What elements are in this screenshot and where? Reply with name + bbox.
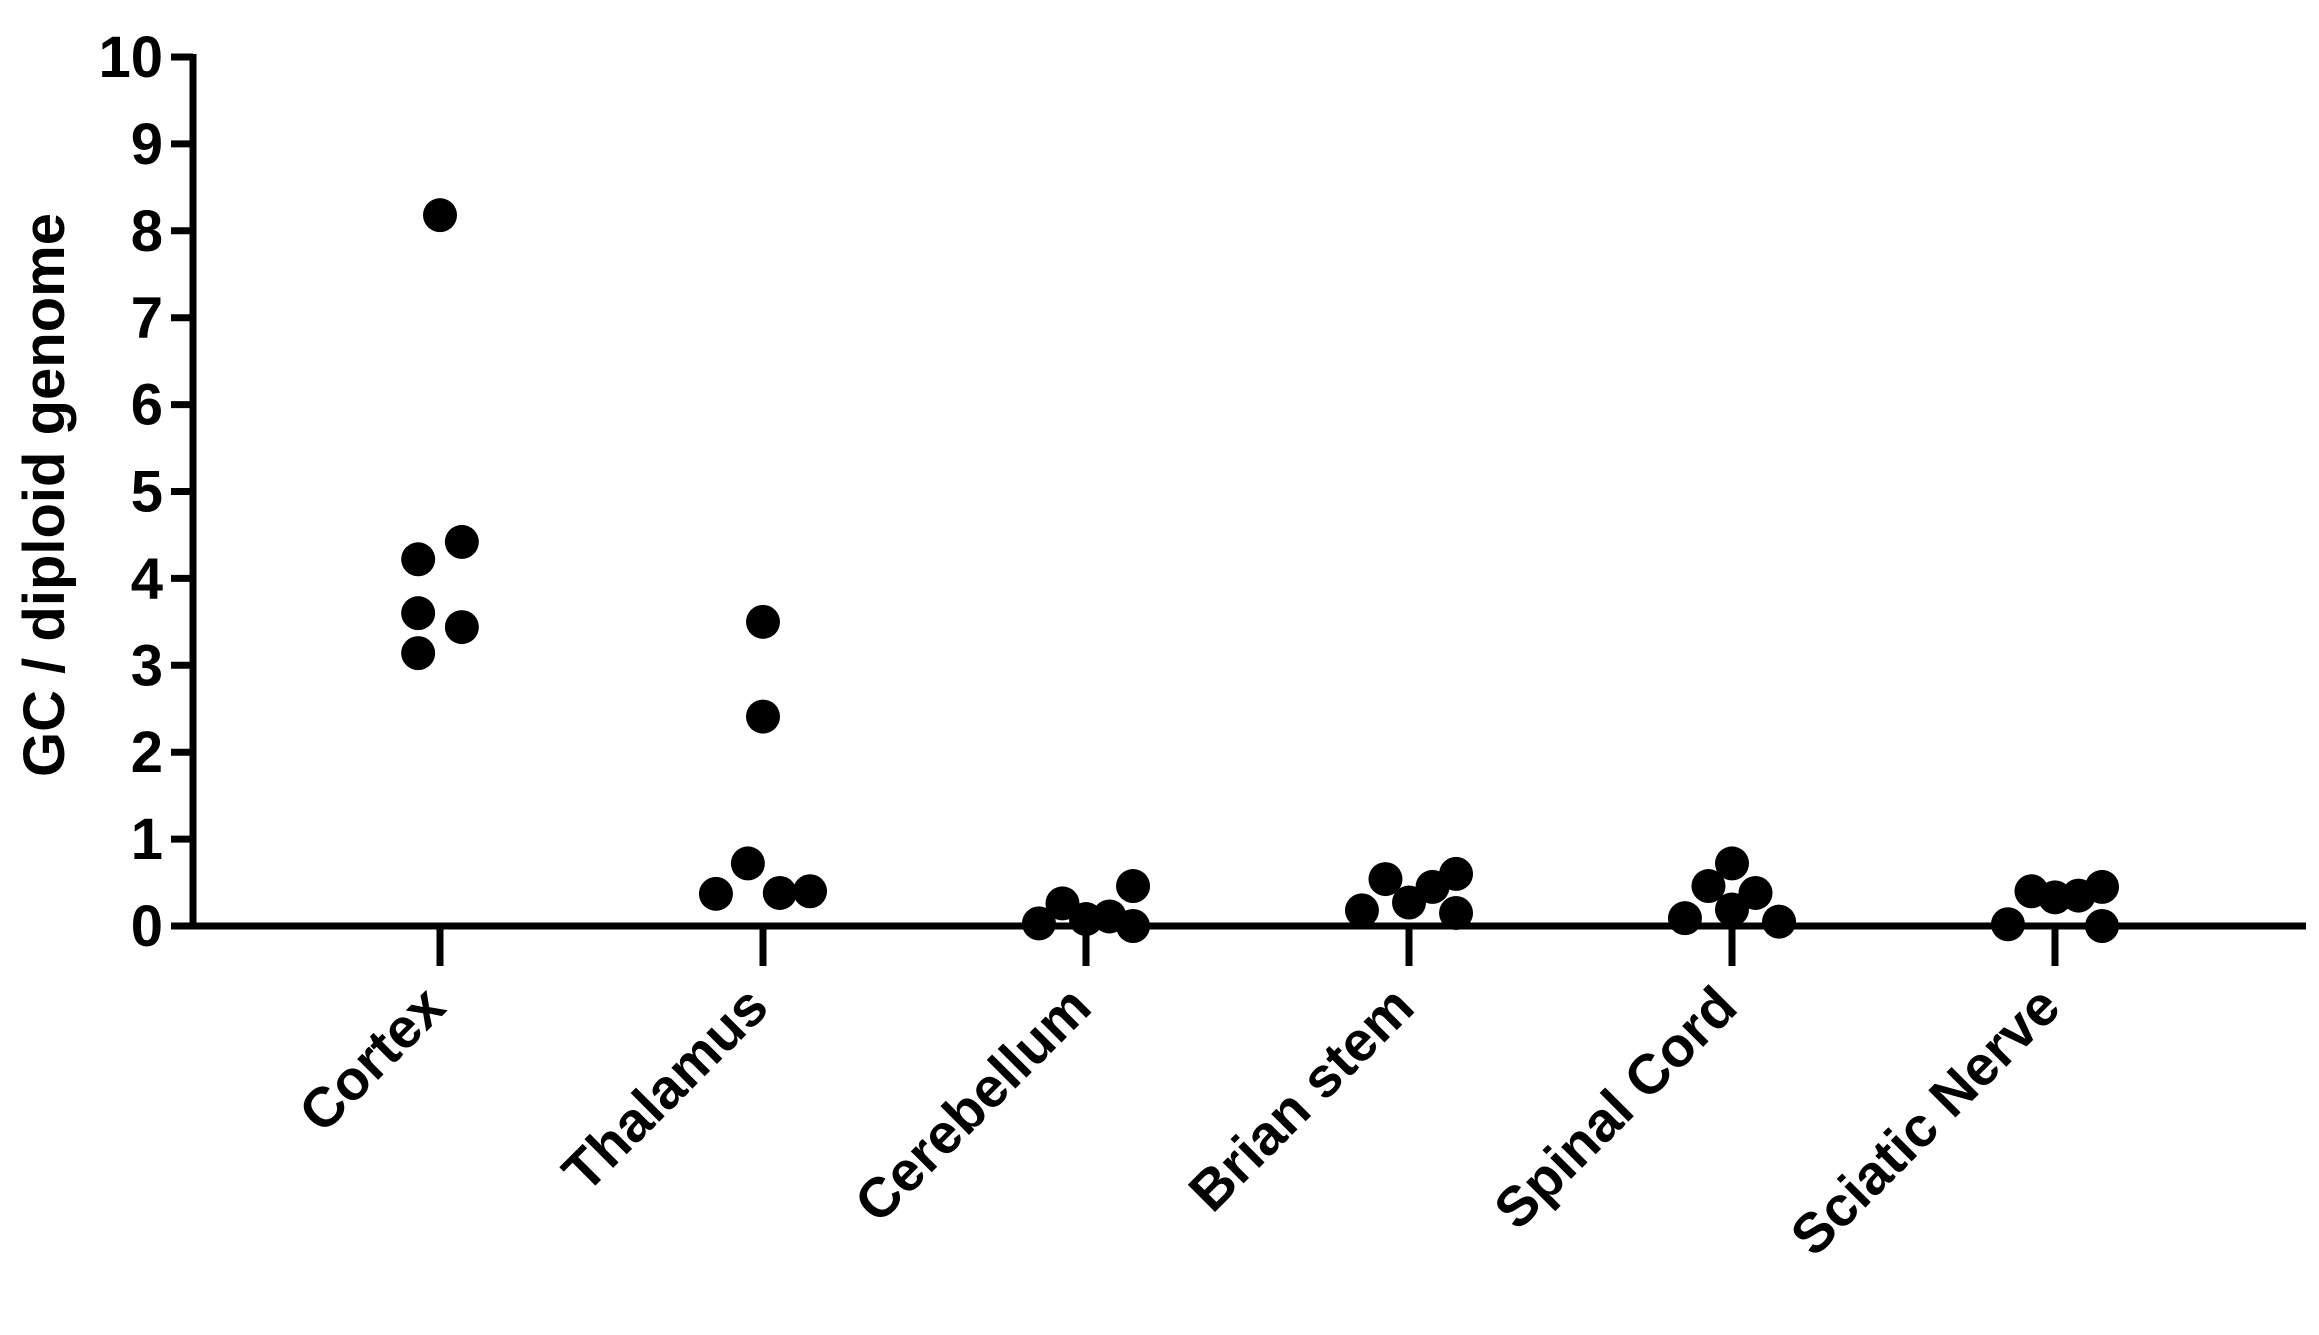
data-point bbox=[746, 699, 780, 734]
data-point bbox=[1762, 904, 1797, 939]
y-tick-label: 0 bbox=[131, 894, 163, 959]
data-point bbox=[401, 636, 436, 671]
y-axis-title-group: GC / diploid genome bbox=[12, 213, 77, 777]
y-tick-label: 1 bbox=[131, 807, 163, 872]
data-point bbox=[1990, 907, 2025, 942]
data-point bbox=[1116, 869, 1151, 904]
data-point bbox=[698, 876, 733, 911]
x-tick-label: Brian stem bbox=[1176, 974, 1425, 1223]
x-tick-label: Thalamus bbox=[550, 974, 779, 1203]
y-tick-label: 9 bbox=[131, 112, 163, 177]
axes bbox=[189, 54, 2306, 930]
x-tick-label: Sciatic Nerve bbox=[1778, 974, 2071, 1267]
data-point bbox=[401, 596, 436, 631]
data-point bbox=[762, 875, 797, 910]
data-point bbox=[746, 604, 780, 639]
y-tick-label: 4 bbox=[131, 546, 163, 611]
x-ticks: Cortex Thalamus Cerebellum Brian stem Spinal… bbox=[287, 926, 2071, 1267]
data-point bbox=[423, 198, 457, 233]
y-tick-label: 3 bbox=[131, 633, 163, 698]
data-point bbox=[401, 542, 436, 577]
y-tick-label: 2 bbox=[131, 720, 163, 785]
data-point bbox=[1738, 875, 1773, 910]
x-tick-label: Spinal Cord bbox=[1482, 974, 1749, 1241]
data-point bbox=[1439, 895, 1474, 930]
data-point bbox=[1715, 846, 1749, 881]
data-point bbox=[1116, 909, 1151, 943]
y-tick-label: 5 bbox=[131, 460, 163, 525]
data-point bbox=[444, 610, 479, 645]
y-tick-label: 10 bbox=[98, 25, 163, 90]
y-tick-label: 6 bbox=[131, 373, 163, 438]
data-point bbox=[1691, 869, 1726, 904]
data-point bbox=[1368, 862, 1403, 897]
x-tick-label: Cerebellum bbox=[842, 974, 1102, 1234]
data-point bbox=[1344, 893, 1379, 928]
y-axis-title: GC / diploid genome bbox=[12, 213, 77, 777]
data-point bbox=[1439, 856, 1474, 891]
data-point bbox=[1715, 892, 1749, 927]
data-point bbox=[444, 524, 479, 559]
data-points bbox=[401, 198, 2120, 943]
data-point bbox=[1021, 906, 1056, 941]
y-ticks: 0 1 2 3 4 5 6 7 8 9 10 bbox=[98, 25, 193, 959]
data-point bbox=[1667, 901, 1702, 936]
data-point bbox=[730, 846, 765, 881]
data-point bbox=[793, 874, 828, 909]
data-point bbox=[2085, 869, 2120, 904]
data-point bbox=[2085, 909, 2120, 943]
y-tick-label: 7 bbox=[131, 286, 163, 351]
x-tick-label: Cortex bbox=[287, 974, 457, 1144]
y-tick-label: 8 bbox=[131, 199, 163, 264]
